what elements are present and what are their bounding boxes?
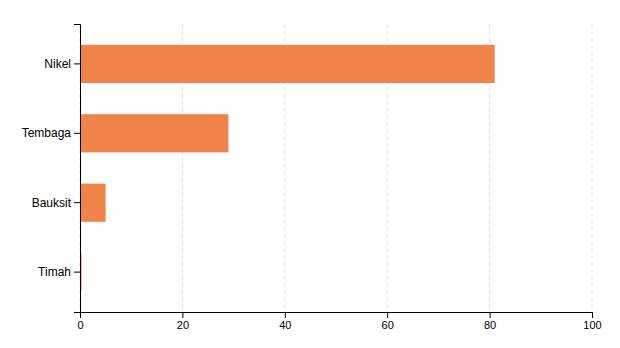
x-tick-mark — [387, 312, 388, 318]
bar — [80, 45, 495, 83]
x-tick-label: 100 — [583, 319, 601, 331]
x-tick-label: 80 — [484, 319, 496, 331]
x-tick-label: 20 — [177, 319, 189, 331]
plot-area: 0 20 40 60 80 100 Timah Bauksit Tembaga Nikel — [22, 24, 602, 331]
x-tick-label: 60 — [382, 319, 394, 331]
y-tick-mark — [74, 272, 80, 273]
x-tick: 40 — [279, 312, 291, 331]
x-axis: 0 20 40 60 80 100 — [77, 312, 601, 331]
y-tick-label: Nikel — [44, 57, 71, 71]
y-tick: Timah — [38, 265, 80, 279]
chart-container: 0 20 40 60 80 100 Timah Bauksit Tembaga Nikel — [0, 0, 620, 348]
bar — [80, 184, 106, 222]
x-tick-mark — [182, 312, 183, 318]
bars — [80, 45, 495, 291]
bar — [80, 114, 228, 152]
grid-line — [592, 24, 593, 312]
x-tick: 20 — [177, 312, 189, 331]
grid — [80, 24, 592, 312]
y-tick-mark — [74, 63, 80, 64]
x-tick-mark — [592, 312, 593, 318]
chart-svg: 0 20 40 60 80 100 Timah Bauksit Tembaga Nikel — [0, 0, 620, 348]
x-tick-label: 40 — [279, 319, 291, 331]
y-tick-label: Bauksit — [32, 196, 72, 210]
x-tick: 100 — [583, 312, 601, 331]
x-tick: 0 — [77, 312, 83, 331]
y-tick-label: Timah — [38, 265, 71, 279]
y-tick-label: Tembaga — [22, 126, 72, 140]
x-tick: 60 — [382, 312, 394, 331]
y-tick-mark — [74, 133, 80, 134]
x-tick-mark — [285, 312, 286, 318]
y-axis-line — [74, 25, 81, 313]
x-tick-label: 0 — [77, 319, 83, 331]
y-tick: Bauksit — [32, 196, 80, 210]
y-axis: Timah Bauksit Tembaga Nikel — [22, 25, 81, 313]
y-tick: Tembaga — [22, 126, 80, 140]
x-axis-line — [81, 313, 593, 319]
y-tick-mark — [74, 202, 80, 203]
x-tick-mark — [490, 312, 491, 318]
y-tick: Nikel — [44, 57, 80, 71]
x-tick: 80 — [484, 312, 496, 331]
